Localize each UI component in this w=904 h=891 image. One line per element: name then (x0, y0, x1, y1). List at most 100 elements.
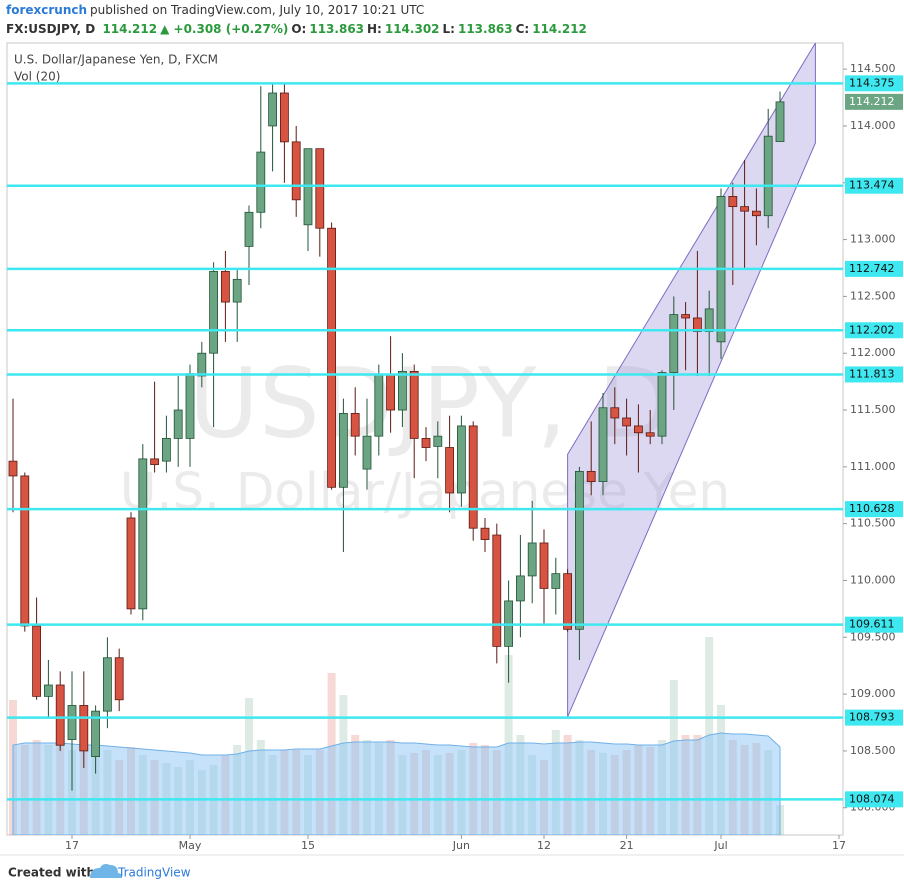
candle-body (433, 435, 443, 447)
x-tick-label: Jun (452, 839, 470, 852)
x-tick-label: Jul (713, 839, 727, 852)
level-tag (845, 177, 903, 194)
candle-body (362, 435, 372, 470)
o-label: O: (291, 22, 307, 36)
chart-title: U.S. Dollar/Japanese Yen, D, FXCM (14, 53, 218, 67)
y-tick-label: 111.500 (850, 403, 896, 416)
level-tag (845, 709, 903, 726)
level-tag (845, 366, 903, 383)
candle-body (44, 684, 53, 697)
price: 114.212 (102, 22, 158, 36)
y-tick-label: 112.000 (850, 346, 896, 359)
candle-body (150, 458, 160, 465)
y-tick-label: 112.500 (850, 289, 896, 302)
candle-body (456, 425, 466, 494)
level-tag (845, 260, 903, 277)
candle-body (752, 210, 761, 217)
candle-body (114, 657, 124, 701)
candle-body (634, 425, 643, 434)
candle-body (445, 447, 455, 494)
candle-body (20, 475, 30, 627)
y-tick-label: 109.000 (850, 687, 896, 700)
candle-body (645, 432, 655, 437)
level-tag (845, 322, 903, 339)
watermark-sub: U.S. Dollar/Japanese Yen (120, 463, 730, 521)
level-label: 113.474 (849, 179, 895, 192)
level-label: 114.375 (849, 76, 895, 89)
candle-body (397, 370, 407, 411)
y-tick-label: 110.500 (850, 517, 896, 530)
candle-body (315, 148, 325, 229)
candle-body (232, 278, 242, 303)
low: 113.863 (457, 22, 513, 36)
axes: 108.000108.500109.000109.500110.000110.5… (65, 62, 903, 852)
candle-body (693, 317, 702, 333)
level-label: 112.742 (849, 262, 895, 275)
x-tick-label: May (179, 839, 202, 852)
y-tick-label: 113.000 (850, 233, 896, 246)
header-line: forexcrunch published on TradingView.com,… (6, 3, 427, 17)
brand-icon (90, 864, 122, 878)
candle-body (256, 151, 266, 213)
candle-body (138, 458, 148, 610)
candle-body (327, 227, 337, 488)
candle-body (386, 374, 396, 411)
candle-body (91, 710, 100, 757)
volume-ma (12, 732, 781, 835)
candle-body (669, 314, 679, 373)
candle-body (268, 92, 278, 127)
open: 113.863 (309, 22, 365, 36)
h-label: H: (367, 22, 382, 36)
candle-body (551, 573, 561, 589)
candle-body (681, 314, 690, 319)
author[interactable]: forexcrunch (6, 3, 88, 17)
candle-body (763, 135, 773, 217)
candle-body (279, 92, 289, 143)
candle-body (8, 460, 18, 477)
close: 114.212 (532, 22, 587, 36)
candle-body (492, 534, 502, 647)
x-tick-label: 21 (620, 839, 634, 852)
high: 114.302 (384, 22, 440, 36)
candle-body (728, 196, 738, 208)
candle-body (185, 373, 195, 439)
candle-body (291, 141, 301, 201)
published: published on TradingView.com, July 10, 2… (90, 3, 425, 17)
level-tag (845, 616, 903, 633)
y-tick-label: 110.000 (850, 573, 896, 586)
candle-body (209, 270, 219, 354)
candle-body (244, 211, 254, 247)
candle-body (586, 470, 596, 483)
candle-body (161, 438, 171, 462)
candle-body (704, 308, 714, 333)
x-tick-label: 15 (301, 839, 315, 852)
level-tag (845, 75, 903, 92)
candle-body (103, 657, 112, 712)
level-label: 108.793 (849, 711, 895, 724)
candle-body (32, 625, 41, 697)
level-tag (845, 501, 903, 518)
candle-body (539, 542, 549, 589)
footer-brand[interactable]: TradingView (117, 866, 191, 880)
y-tick-label: 109.500 (850, 630, 896, 643)
x-tick-label: 12 (537, 839, 551, 852)
plot (7, 43, 843, 835)
level-label: 112.202 (849, 323, 895, 336)
candle-body (598, 407, 608, 483)
candle-body (657, 372, 667, 437)
level-tag (845, 791, 903, 808)
candle-body (421, 438, 431, 448)
level-label: 108.074 (849, 792, 895, 805)
x-tick-label: 17 (832, 839, 846, 852)
candle-body (527, 542, 537, 577)
candle-body (220, 270, 230, 303)
footer-created: Created with (8, 866, 95, 880)
candle-body (409, 370, 419, 439)
y-tick-label: 108.500 (850, 744, 896, 757)
level-label: 110.628 (849, 502, 895, 515)
y-tick-label: 114.500 (850, 62, 896, 75)
l-label: L: (442, 22, 455, 36)
candle-body (622, 417, 631, 427)
candle-body (126, 517, 136, 610)
